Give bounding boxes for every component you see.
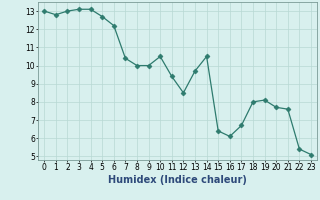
X-axis label: Humidex (Indice chaleur): Humidex (Indice chaleur) <box>108 175 247 185</box>
